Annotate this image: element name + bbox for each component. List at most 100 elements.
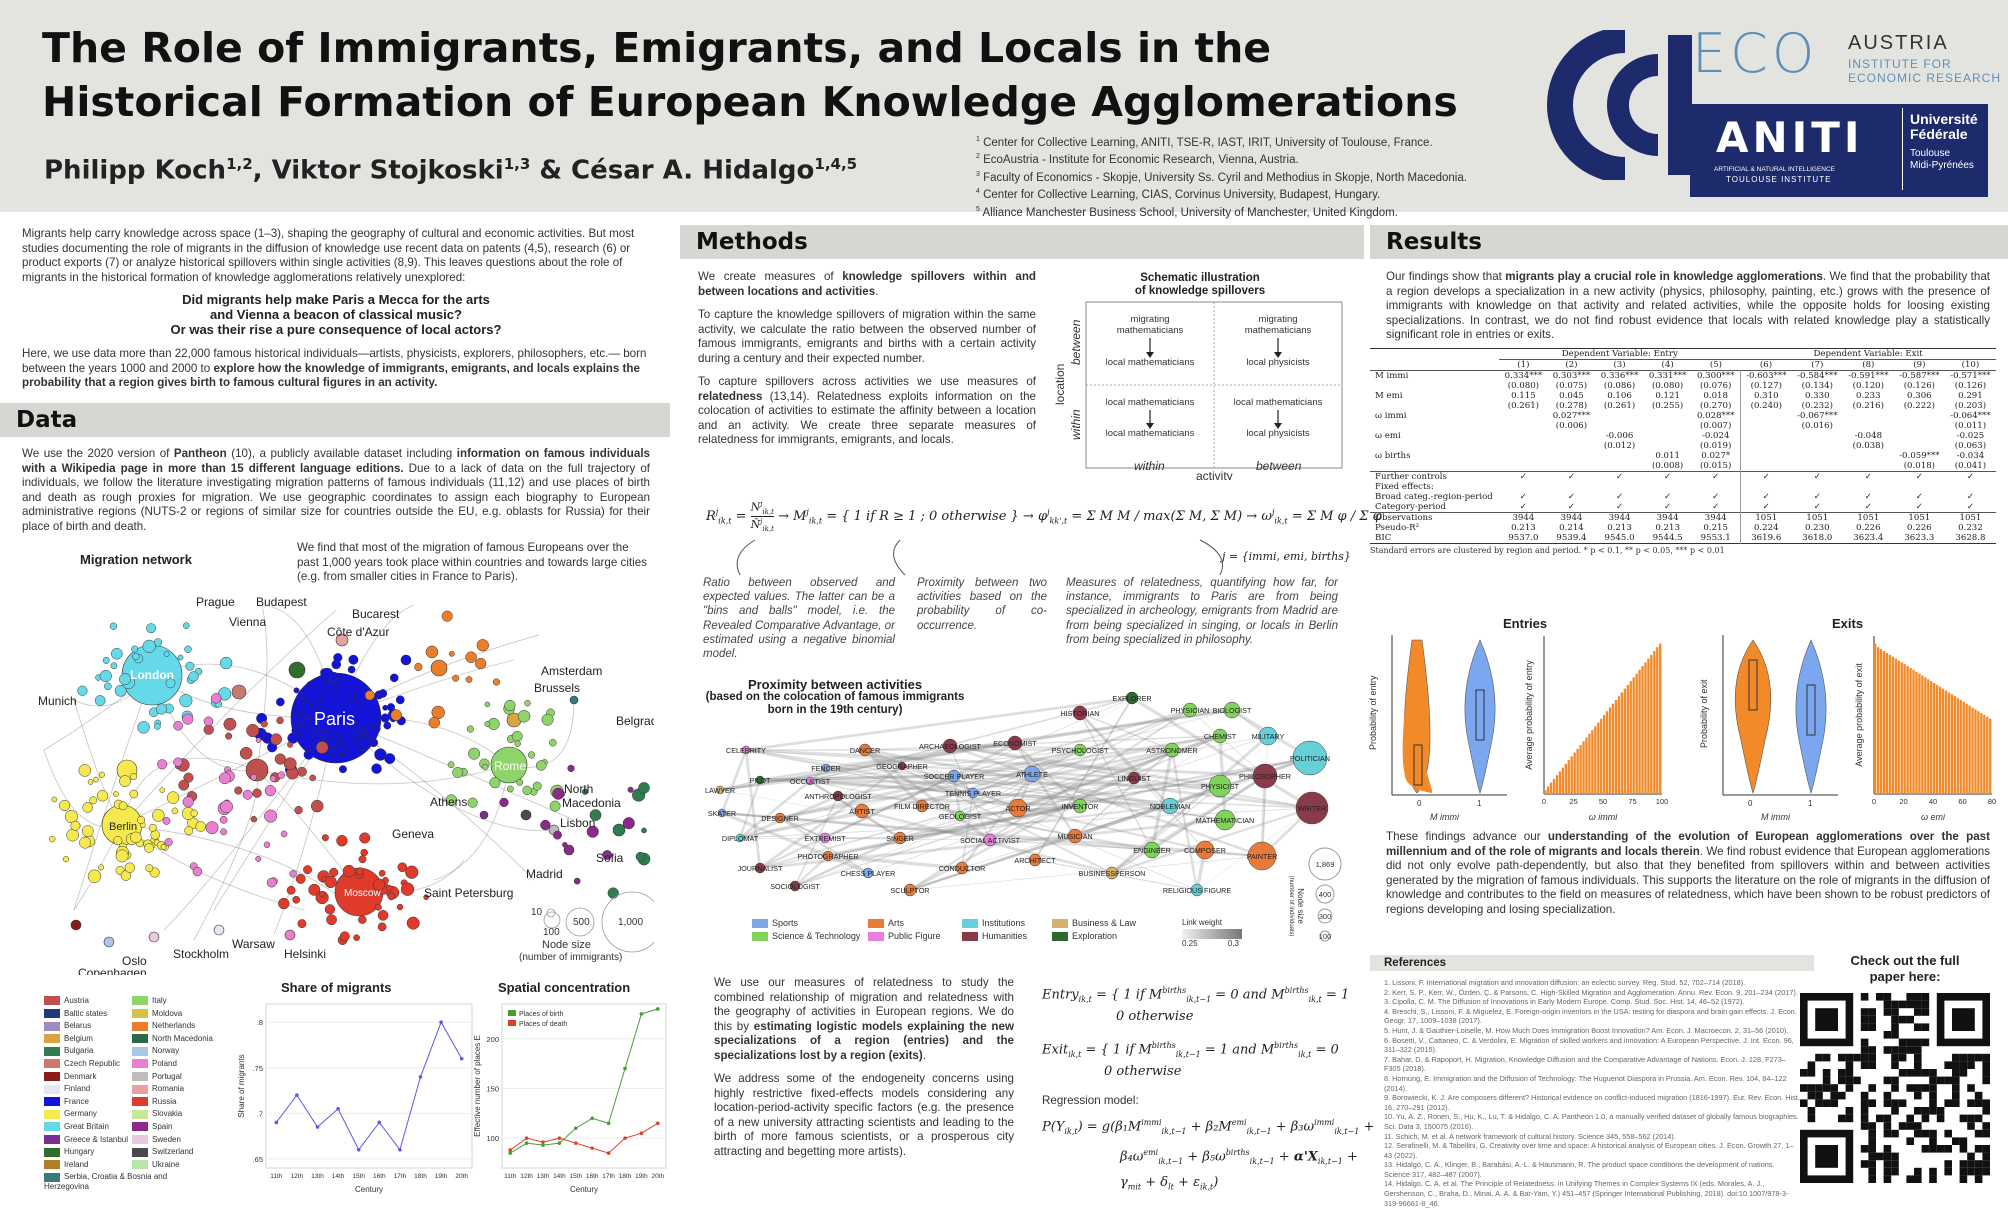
svg-text:1,000: 1,000 xyxy=(618,917,643,928)
network-node xyxy=(465,676,473,683)
proximity-edge xyxy=(739,837,991,841)
legend-label: Switzerland xyxy=(152,1147,194,1157)
qr-module xyxy=(1891,1160,1899,1168)
table-cell: (0.016) xyxy=(1801,421,1833,431)
network-node xyxy=(535,760,547,771)
activity-node xyxy=(1212,728,1228,744)
table-cell: 0.232 xyxy=(1958,523,1983,533)
table-cell: ✓ xyxy=(1519,502,1527,512)
table-cell xyxy=(1499,431,1547,441)
table-cell xyxy=(1792,451,1843,461)
network-node xyxy=(514,740,521,747)
network-node xyxy=(390,709,402,721)
bar xyxy=(1564,763,1567,794)
activity-label: JOURNALIST xyxy=(738,864,783,873)
migration-network-text: We find that most of the migration of fa… xyxy=(297,541,647,583)
table-cell xyxy=(1739,441,1792,451)
activity-node xyxy=(1072,705,1088,721)
data-point xyxy=(377,1120,382,1125)
data-point xyxy=(315,1125,320,1129)
proximity-edge xyxy=(759,749,1173,869)
proximity-edge xyxy=(779,748,1081,820)
legend-swatch xyxy=(44,1034,60,1044)
network-node xyxy=(352,733,359,739)
network-node xyxy=(264,809,278,823)
bar xyxy=(1977,711,1980,794)
network-node xyxy=(182,622,190,629)
proximity-edge xyxy=(1150,749,1174,851)
network-node xyxy=(489,777,501,789)
qr-module xyxy=(1974,1091,1983,1100)
bar xyxy=(1959,699,1962,794)
network-node xyxy=(467,797,478,808)
network-node xyxy=(315,741,329,754)
network-node xyxy=(146,623,157,634)
x-tick-label: 0 xyxy=(1872,797,1876,806)
network-node xyxy=(246,723,260,738)
qr-module xyxy=(1898,1046,1907,1054)
qr-module xyxy=(1883,1000,1892,1009)
network-node xyxy=(607,887,619,899)
network-node xyxy=(311,799,324,813)
author-affil-sup: 1,2 xyxy=(226,155,253,173)
table-cell xyxy=(1692,482,1741,492)
network-node xyxy=(356,738,370,751)
proximity-edge xyxy=(825,708,1233,770)
category-legend-item: Business & Law xyxy=(1052,918,1136,929)
activity-node xyxy=(954,810,966,822)
data-point xyxy=(656,1007,660,1011)
table-cell xyxy=(1644,441,1692,451)
network-node xyxy=(255,737,262,743)
activity-node xyxy=(915,799,929,813)
proximity-edge xyxy=(921,805,1076,837)
network-node xyxy=(166,791,180,804)
activity-node xyxy=(1072,798,1088,814)
country-legend-item: Ukraine xyxy=(132,1160,218,1170)
legend-swatch xyxy=(132,1034,148,1044)
regression-model-formula: P(Yik,t) = g(β₁Mimmiik,t−1 + β₂Memiik,t−… xyxy=(1042,1118,1375,1192)
network-node xyxy=(294,805,303,815)
table-cell: 0.226 xyxy=(1856,523,1881,533)
network-node xyxy=(567,764,575,773)
network-node xyxy=(445,794,457,806)
qr-module xyxy=(1914,1061,1922,1069)
svg-text:within: within xyxy=(1134,459,1165,473)
table-cell: (0.063) xyxy=(1954,441,1987,451)
node-helsinki xyxy=(213,924,225,936)
qr-module xyxy=(1906,1038,1914,1047)
y-tick-label: .75 xyxy=(253,1064,263,1073)
y-axis-label: Effective number of places E xyxy=(473,1035,482,1137)
qr-module xyxy=(1914,1069,1922,1077)
qr-code[interactable] xyxy=(1800,993,2000,1193)
network-node xyxy=(142,639,156,653)
table-cell: ✓ xyxy=(1739,471,1792,482)
qr-module xyxy=(1898,1053,1907,1062)
table-cell: ✓ xyxy=(1915,502,1923,512)
table-cell: ✓ xyxy=(1615,472,1624,482)
table-cell xyxy=(1792,461,1843,472)
activity-node xyxy=(947,769,961,783)
column-header: (5) xyxy=(1709,360,1723,370)
table-cell: (0.232) xyxy=(1801,401,1833,411)
legend-label: Bulgaria xyxy=(64,1046,94,1056)
network-node xyxy=(276,716,284,725)
qr-module xyxy=(1868,1129,1876,1138)
legend-swatch xyxy=(132,996,148,1006)
activity-label: EXTREMIST xyxy=(804,834,846,843)
network-node xyxy=(124,862,136,873)
qr-module xyxy=(1883,1091,1892,1100)
network-node xyxy=(264,785,276,797)
qr-module xyxy=(1974,1160,1983,1168)
network-node xyxy=(303,749,314,760)
affiliation: 4 Center for Collective Learning, CIAS, … xyxy=(976,188,1381,202)
data-point xyxy=(606,1151,611,1155)
table-cell: 0.303*** xyxy=(1552,371,1591,381)
proximity-edge xyxy=(794,836,901,888)
activity-label: NOBLEMAN xyxy=(1150,802,1190,811)
svg-text:Vienna: Vienna xyxy=(229,615,266,629)
activity-node xyxy=(862,867,874,879)
activity-label: MATHEMATICIAN xyxy=(1196,816,1254,825)
network-node xyxy=(81,825,94,838)
qr-module xyxy=(1815,1053,1823,1062)
table-cell: (0.075) xyxy=(1555,381,1588,391)
